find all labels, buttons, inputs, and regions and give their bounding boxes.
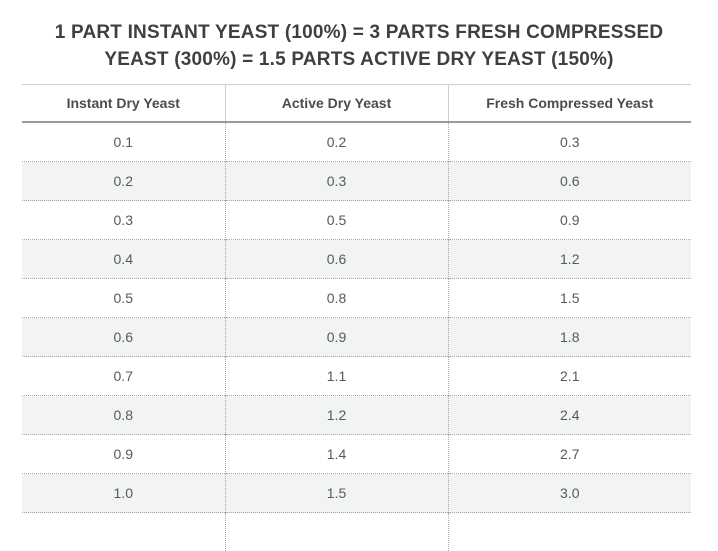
table-cell: 3.0 <box>448 474 691 513</box>
table-cell: 0.8 <box>22 396 225 435</box>
table-cell: 1.5 <box>448 279 691 318</box>
table-cell: 0.6 <box>225 240 448 279</box>
table-cell: 0.6 <box>22 318 225 357</box>
table-cell: 1.2 <box>448 240 691 279</box>
table-cell: 0.5 <box>225 201 448 240</box>
table-cell: 0.3 <box>22 201 225 240</box>
table-cell: 0.9 <box>225 318 448 357</box>
table-cell: 0.9 <box>22 435 225 474</box>
table-cell: 0.3 <box>448 122 691 162</box>
table-cell: 0.4 <box>22 240 225 279</box>
table-title: 1 PART INSTANT YEAST (100%) = 3 PARTS FR… <box>27 19 691 73</box>
table-cell: 0.1 <box>22 122 225 162</box>
table-cell: 1.4 <box>225 435 448 474</box>
table-cell: 1.0 <box>22 474 225 513</box>
table-cell: 1.5 <box>225 474 448 513</box>
table-cell: 2.1 <box>448 357 691 396</box>
table-cell: 0.6 <box>448 162 691 201</box>
table-cell: 0.9 <box>448 201 691 240</box>
page: { "title": { "line1": "1 PART INSTANT YE… <box>0 19 718 551</box>
table-cell: 2.4 <box>448 396 691 435</box>
table-cell: 0.5 <box>22 279 225 318</box>
column-header: Active Dry Yeast <box>225 85 448 123</box>
table-title-line1: 1 PART INSTANT YEAST (100%) = 3 PARTS FR… <box>27 19 691 46</box>
table-cell: 1.8 <box>448 318 691 357</box>
table-cell: 1.1 <box>225 357 448 396</box>
table-title-line2: YEAST (300%) = 1.5 PARTS ACTIVE DRY YEAS… <box>27 46 691 73</box>
column-header: Fresh Compressed Yeast <box>448 85 691 123</box>
table-cell: 0.7 <box>22 357 225 396</box>
table-cell: 0.2 <box>22 162 225 201</box>
table-cell: 0.8 <box>225 279 448 318</box>
table-cell: 0.3 <box>225 162 448 201</box>
table-cell: 1.2 <box>225 396 448 435</box>
table-cell: 0.2 <box>225 122 448 162</box>
column-header: Instant Dry Yeast <box>22 85 225 123</box>
table-cell: 2.7 <box>448 435 691 474</box>
